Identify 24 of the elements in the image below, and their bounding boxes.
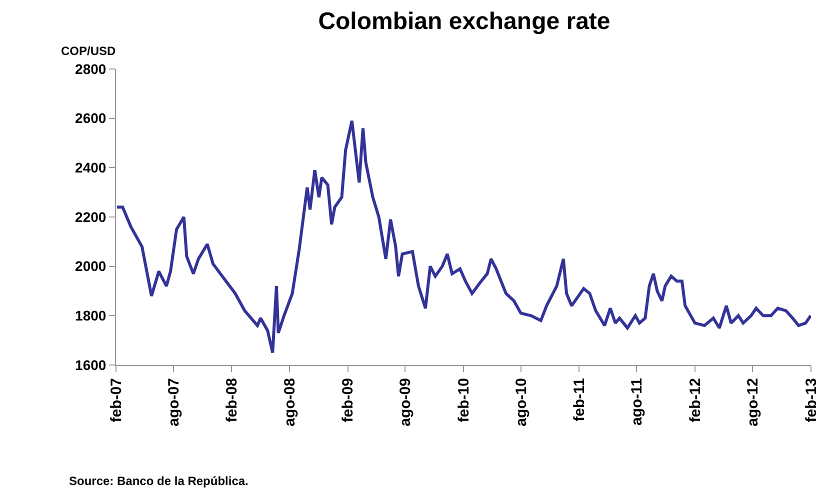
x-tick-label: ago-09: [397, 378, 414, 426]
x-tick-label: ago-12: [744, 378, 762, 426]
x-tick-label: feb-10: [455, 378, 472, 422]
x-tick-label: feb-12: [686, 378, 704, 422]
y-tick-label: 1600: [75, 356, 106, 373]
x-tick-label: feb-08: [224, 378, 241, 422]
y-tick-label: 1800: [75, 308, 106, 324]
y-tick-label: 2600: [75, 110, 106, 126]
y-tick-label: 2400: [75, 160, 106, 176]
y-tick-label: 2200: [75, 208, 106, 225]
source-note: Source: Banco de la República.: [69, 474, 248, 488]
y-axis-title: COP/USD: [61, 44, 116, 58]
y-tick-label: 2000: [75, 258, 106, 274]
line-series: [116, 119, 811, 354]
x-tick-label: feb-09: [340, 378, 357, 422]
y-tick-label: 2800: [75, 60, 106, 77]
x-tick-label: feb-13: [802, 378, 820, 422]
x-tick-label: ago-07: [165, 378, 182, 426]
x-tick-label: feb-07: [108, 378, 125, 422]
x-tick-label: feb-11: [571, 378, 588, 422]
x-tick-label: ago-08: [281, 378, 298, 426]
x-tick-label: ago-11: [628, 378, 646, 426]
x-tick-label: ago-10: [512, 378, 530, 426]
chart-title: Colombian exchange rate: [318, 8, 610, 36]
